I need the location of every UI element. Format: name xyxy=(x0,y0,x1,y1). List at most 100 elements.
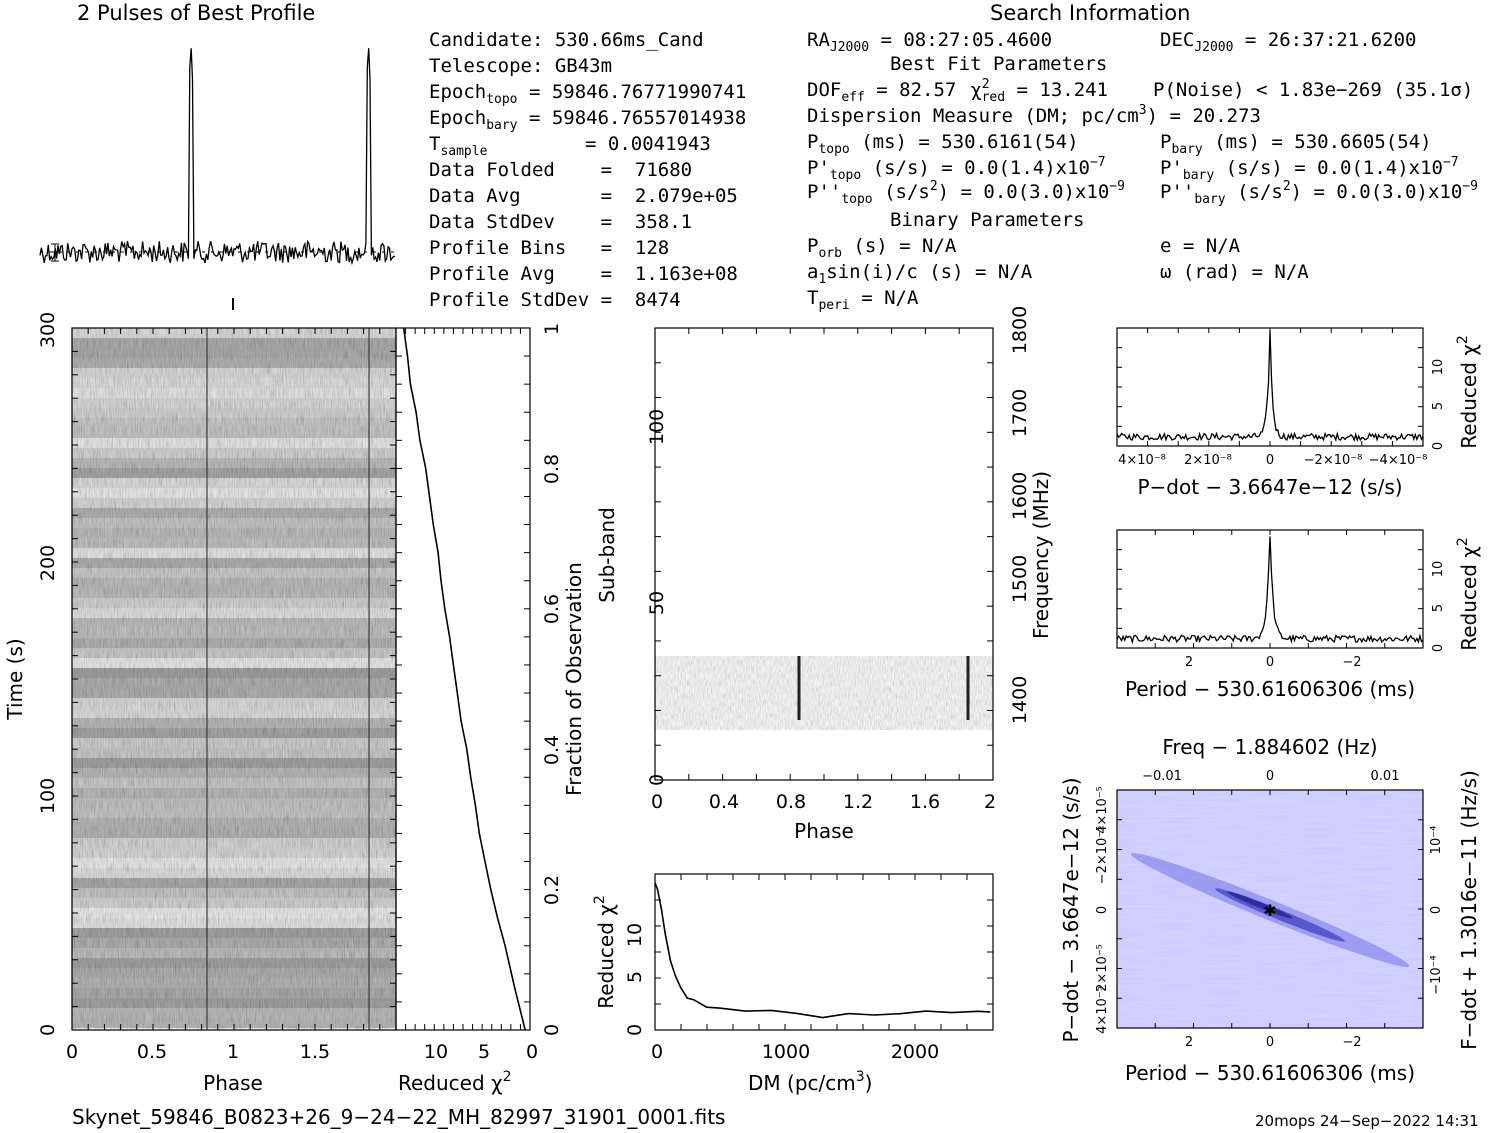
pdot-xtick-2: 0 xyxy=(1266,453,1274,468)
pdot-ytick-0: 0 xyxy=(1431,442,1446,450)
pddot-bary-line: P''bary (s/s2) = 0.0(3.0)x10−9 xyxy=(1160,179,1478,207)
tp-ylabel: Time (s) xyxy=(3,638,27,720)
time-phase-band xyxy=(72,958,396,968)
error-bar-icon xyxy=(49,243,62,262)
time-phase-band xyxy=(72,858,396,868)
pnoise-line: P(Noise) < 1.83e−269 (35.1σ) xyxy=(1153,79,1473,101)
candidate-line: Candidate: 530.66ms_Cand xyxy=(429,29,704,51)
best-fit-marker-icon: ✱ xyxy=(1263,901,1276,920)
dm-chi-plot: 0 1000 2000 DM (pc/cm3) 0 5 10 Reduced χ… xyxy=(592,873,994,1095)
time-phase-band xyxy=(72,448,396,458)
p-pdot-ridge-core xyxy=(1227,891,1293,919)
tp-xtick-0: 0 xyxy=(66,1041,78,1063)
pp-x2tick-1: 0 xyxy=(1266,769,1274,784)
time-phase-band xyxy=(72,818,396,828)
pdot-bary-line: P'bary (s/s) = 0.0(1.4)x10−7 xyxy=(1160,155,1459,183)
period-xlabel: Period − 530.61606306 (ms) xyxy=(1125,677,1415,701)
time-phase-band xyxy=(72,748,396,758)
time-phase-band xyxy=(72,438,396,448)
dm-line xyxy=(654,882,991,1019)
sb-xtick-5: 2 xyxy=(984,791,996,813)
rct-ytick-1: 0.2 xyxy=(541,875,563,905)
time-phase-band xyxy=(72,358,396,368)
time-phase-band xyxy=(72,398,396,408)
dm-xtick-0: 0 xyxy=(651,1041,663,1063)
dm-xtick-1: 1000 xyxy=(762,1041,810,1063)
time-phase-band xyxy=(72,988,396,998)
data-stddev-line: Data StdDev = 358.1 xyxy=(429,211,692,233)
time-phase-band xyxy=(72,828,396,838)
time-phase-band xyxy=(72,418,396,428)
tsample-line: Tsample = 0.0041943 xyxy=(429,133,711,159)
sb-xtick-2: 0.8 xyxy=(776,791,806,813)
time-phase-ticks xyxy=(71,327,397,1031)
sb-ytick-2: 100 xyxy=(646,409,668,445)
pp-ytick-3: 2×10⁻⁵ xyxy=(1095,944,1110,992)
p-pdot-ticks xyxy=(1116,789,1424,1029)
time-phase-band xyxy=(72,408,396,418)
time-phase-band xyxy=(72,718,396,728)
time-phase-image xyxy=(72,328,396,1030)
porb-line: Porb (s) = N/A xyxy=(807,235,957,261)
pdot-line xyxy=(1116,330,1424,443)
time-phase-band xyxy=(72,638,396,648)
sb-xtick-1: 0.4 xyxy=(709,791,739,813)
pdot-ytick-2: 10 xyxy=(1431,359,1446,376)
pdot-xlabel: P−dot − 3.6647e−12 (s/s) xyxy=(1137,475,1402,499)
time-phase-band xyxy=(72,508,396,518)
pdot-ylabel: Reduced χ2 xyxy=(1455,335,1481,449)
profile-line xyxy=(39,48,396,266)
data-folded-line: Data Folded = 71680 xyxy=(429,159,692,181)
rct-ytick-0: 0 xyxy=(541,1024,563,1036)
data-avg-line: Data Avg = 2.079e+05 xyxy=(429,185,738,207)
time-phase-band xyxy=(72,758,396,768)
search-info: RAJ2000 = 08:27:05.4600 DECJ2000 = 26:37… xyxy=(807,29,1478,313)
sb-xtick-4: 1.6 xyxy=(910,791,940,813)
time-phase-band xyxy=(72,688,396,698)
pdot-xtick-4: −4×10⁻⁸ xyxy=(1369,453,1428,468)
pp-x2tick-2: 0.01 xyxy=(1371,769,1400,784)
time-phase-band xyxy=(72,918,396,928)
ptopo-line: Ptopo (ms) = 530.6161(54) xyxy=(807,131,1079,157)
time-phase-band xyxy=(72,538,396,548)
profile-bins-line: Profile Bins = 128 xyxy=(429,237,669,259)
rct-xtick-1: 5 xyxy=(478,1041,490,1063)
telescope-line: Telescope: GB43m xyxy=(429,55,612,77)
dm-ytick-1: 5 xyxy=(624,971,646,983)
period-xtick-0: 2 xyxy=(1185,655,1193,670)
sb-y2tick-1: 1500 xyxy=(1009,555,1031,603)
pp-ytick-4: 4×10⁻⁵ xyxy=(1095,786,1110,834)
pp-y2tick-2: −10⁻⁴ xyxy=(1429,955,1444,995)
time-phase-band xyxy=(72,1008,396,1018)
period-line xyxy=(1116,536,1424,645)
rct-frame xyxy=(395,327,531,1031)
time-phase-band xyxy=(72,558,396,568)
time-phase-band xyxy=(72,338,396,348)
time-phase-band xyxy=(72,888,396,898)
tp-ytick-0: 0 xyxy=(37,1024,59,1036)
profile-plot xyxy=(39,48,396,310)
tp-ytick-1: 100 xyxy=(37,778,59,814)
time-phase-band xyxy=(72,678,396,688)
epoch-topo-line: Epochtopo = 59846.76771990741 xyxy=(429,81,746,107)
rct-line xyxy=(402,327,526,1031)
time-phase-band xyxy=(72,768,396,778)
time-phase-band xyxy=(72,428,396,438)
p-pdot-plot: ✱ Freq − 1.884602 (Hz) −0.01 0 0.01 2 0 … xyxy=(1059,735,1481,1085)
epoch-bary-line: Epochbary = 59846.76557014938 xyxy=(429,107,746,133)
period-ticks xyxy=(1116,529,1424,649)
time-phase-band xyxy=(72,648,396,658)
dm-ticks xyxy=(654,873,994,1031)
sb-y2tick-2: 1600 xyxy=(1009,472,1031,520)
sb-y2label: Frequency (MHz) xyxy=(1029,471,1053,639)
period-ytick-0: 0 xyxy=(1431,644,1446,652)
pdot-ytick-1: 5 xyxy=(1431,402,1446,410)
pdot-ticks xyxy=(1116,327,1424,447)
pdot-xtick-3: −2×10⁻⁸ xyxy=(1304,453,1363,468)
pp-title: Freq − 1.884602 (Hz) xyxy=(1162,735,1377,759)
period-xtick-2: −2 xyxy=(1342,655,1361,670)
time-phase-band xyxy=(72,348,396,358)
time-phase-band xyxy=(72,628,396,638)
pddot-topo-line: P''topo (s/s2) = 0.0(3.0)x10−9 xyxy=(807,179,1125,207)
